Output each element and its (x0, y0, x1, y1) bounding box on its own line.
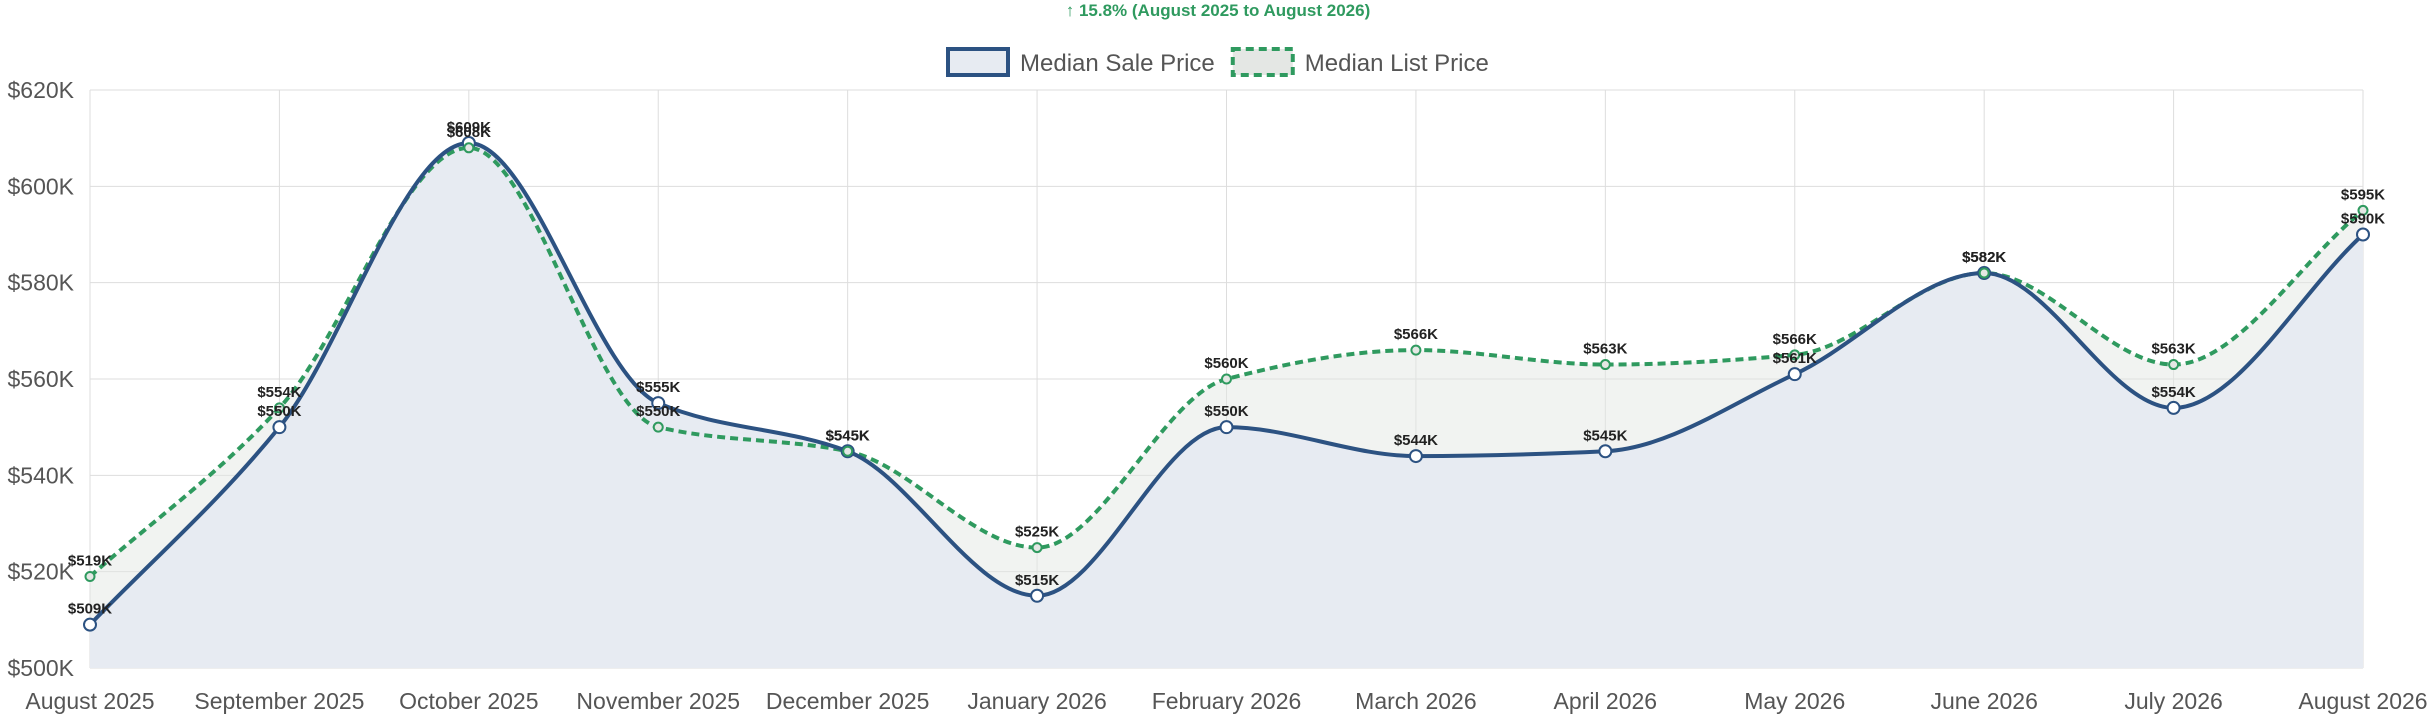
data-point-list (842, 445, 854, 457)
data-label-list: $563K (1583, 341, 1627, 358)
series-area-sale (90, 142, 2363, 668)
x-tick-label: August 2025 (25, 688, 154, 714)
data-point-list (652, 421, 664, 433)
data-label-list: $519K (68, 552, 112, 569)
data-label-sale: $609K (447, 119, 491, 136)
data-point-sale (83, 617, 97, 632)
legend-swatch-sale (946, 47, 1010, 77)
x-tick-label: February 2026 (1152, 688, 1302, 714)
data-label-list: $560K (1204, 355, 1248, 372)
data-label-list: $563K (2151, 341, 2195, 358)
data-label-sale: $544K (1394, 432, 1438, 449)
data-label-list: $545K (826, 427, 870, 444)
data-point-list (463, 142, 475, 154)
data-point-sale (2166, 400, 2181, 415)
data-label-list: $566K (1394, 326, 1438, 343)
y-tick-label: $600K (7, 173, 74, 199)
x-tick-label: September 2025 (194, 688, 364, 714)
data-label-sale: $554K (2151, 384, 2195, 401)
data-point-list (1221, 373, 1232, 385)
legend-swatch-list (1230, 47, 1295, 77)
data-point-sale (1598, 444, 1613, 459)
data-label-list: $582K (1962, 249, 2006, 266)
data-point-list (2168, 359, 2180, 371)
data-label-sale: $545K (1583, 427, 1627, 444)
data-label-sale: $590K (2341, 211, 2385, 228)
data-label-list: $566K (1773, 331, 1817, 348)
x-tick-label: June 2026 (1930, 688, 2037, 714)
data-label-list: $525K (1015, 524, 1059, 541)
x-tick-label: November 2025 (576, 688, 740, 714)
series-areas (90, 142, 2363, 669)
x-tick-label: May 2026 (1744, 688, 1845, 714)
data-labels: $509K $550K $609K $555K $545K $515K $550K $544K… (68, 119, 2385, 618)
y-tick-label: $500K (7, 655, 74, 681)
data-point-sale (1408, 449, 1423, 464)
data-point-list (1978, 267, 1990, 279)
data-label-list: $554K (257, 384, 301, 401)
data-point-list (273, 402, 285, 414)
data-label-sale: $545K (826, 427, 870, 444)
data-label-sale: $555K (636, 379, 680, 396)
x-axis: August 2025 September 2025 October 2025 Nov… (25, 688, 2427, 714)
x-tick-label: August 2026 (2298, 688, 2427, 714)
data-point-sale (1219, 420, 1234, 435)
data-point-sale (272, 420, 287, 435)
data-label-list: $608K (447, 124, 491, 141)
data-point-list (1031, 542, 1043, 554)
x-tick-label: January 2026 (967, 688, 1106, 714)
data-points (83, 135, 2370, 632)
data-label-list: $550K (636, 403, 680, 420)
data-point-list (84, 570, 96, 582)
data-point-list (1599, 359, 1611, 371)
legend-label-list: Median List Price (1305, 50, 1489, 77)
y-tick-label: $520K (7, 559, 74, 585)
legend-label-sale: Median Sale Price (1020, 50, 1215, 77)
data-label-sale: $515K (1015, 572, 1059, 589)
data-label-sale: $509K (68, 601, 112, 618)
y-axis: $500K $520K $540K $560K $580K $600K $620K (7, 77, 74, 681)
x-tick-label: July 2026 (2124, 688, 2222, 714)
y-tick-label: $620K (7, 77, 74, 103)
x-tick-label: October 2025 (399, 688, 538, 714)
data-label-list: $595K (2341, 186, 2385, 203)
data-point-sale (1030, 588, 1045, 603)
data-label-sale: $561K (1773, 350, 1817, 367)
data-label-sale: $550K (1204, 403, 1248, 420)
y-tick-label: $580K (7, 270, 74, 296)
data-point-list (2357, 204, 2369, 216)
series-line-list (88, 145, 2365, 578)
data-point-sale (651, 396, 666, 411)
data-label-sale: $550K (257, 403, 301, 420)
x-tick-label: March 2026 (1355, 688, 1476, 714)
data-point-list (1410, 344, 1422, 356)
y-tick-label: $560K (7, 366, 74, 392)
legend: Median Sale Price Median List Price (946, 47, 1489, 77)
data-point-list (1789, 349, 1801, 361)
data-label-sale: $582K (1962, 249, 2006, 266)
x-tick-label: April 2026 (1554, 688, 1658, 714)
x-tick-label: December 2025 (766, 688, 930, 714)
chart-subtitle: ↑ 15.8% (August 2025 to August 2026) (1066, 1, 1371, 20)
data-point-sale (1787, 367, 1802, 382)
y-tick-label: $540K (7, 462, 74, 488)
data-point-sale (2356, 227, 2370, 242)
